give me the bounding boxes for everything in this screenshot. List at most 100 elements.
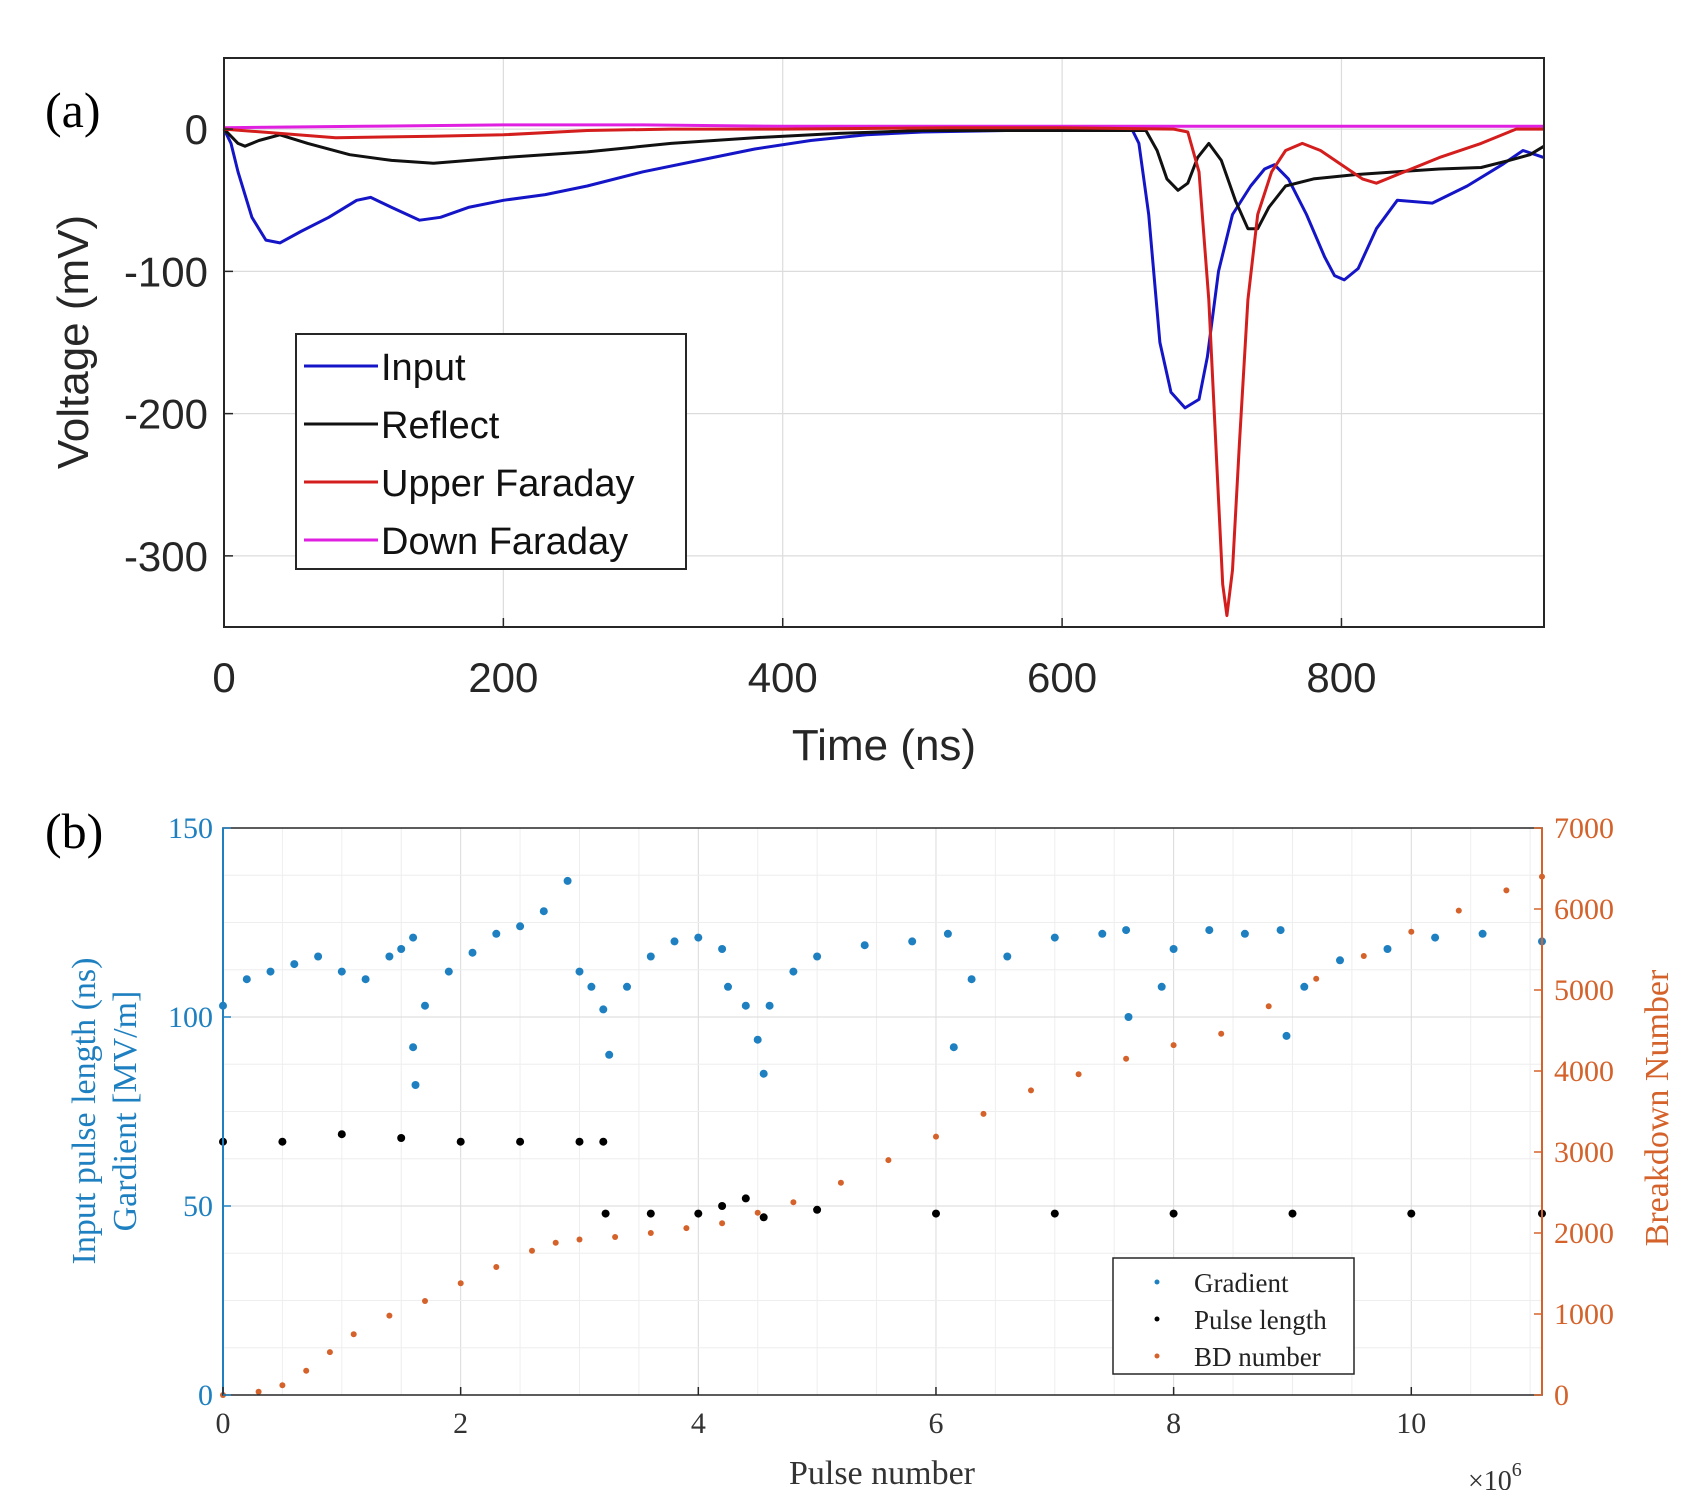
panel-a: (a) 0 200 400 600 800 0 -100 -200 -300 Time (ns)… <box>45 57 1545 770</box>
point-gradient <box>1098 929 1107 938</box>
x-tick-label: 6 <box>928 1407 943 1440</box>
x-tick-label: 2 <box>453 1407 468 1440</box>
panel-b-legend-box <box>1112 1257 1355 1375</box>
point-gradient <box>1336 956 1344 965</box>
point-bd-number <box>1170 1042 1177 1049</box>
point-gradient <box>813 952 822 961</box>
point-gradient <box>409 933 418 942</box>
x-tick-label: 8 <box>1166 1407 1181 1440</box>
point-gradient <box>860 941 869 950</box>
point-gradient <box>694 933 703 942</box>
point-pulse-length <box>718 1202 727 1210</box>
point-pulse-length <box>601 1209 610 1218</box>
point-pulse-length <box>278 1137 287 1146</box>
point-pulse-length <box>599 1137 608 1146</box>
panel-a-legend: Input Reflect Upper Faraday Down Faraday <box>295 333 687 570</box>
point-gradient <box>266 967 275 976</box>
point-gradient <box>444 967 453 976</box>
point-pulse-length <box>741 1194 750 1203</box>
legend-label-down-faraday: Down Faraday <box>381 521 628 563</box>
point-pulse-length <box>646 1209 655 1218</box>
x-tick-label: 0 <box>216 1407 231 1440</box>
legend-marker-gradient <box>1154 1279 1160 1285</box>
panel-b-xlabel: Pulse number <box>789 1455 976 1490</box>
point-gradient <box>411 1081 420 1089</box>
point-bd-number <box>1408 928 1415 935</box>
point-bd-number <box>1028 1087 1034 1094</box>
point-gradient <box>1050 933 1059 942</box>
point-bd-number <box>1503 887 1510 894</box>
y-right-tick-label: 6000 <box>1554 893 1614 926</box>
point-gradient <box>605 1050 614 1059</box>
point-gradient <box>539 907 548 916</box>
point-gradient <box>718 945 727 953</box>
point-bd-number <box>683 1225 690 1232</box>
point-gradient <box>753 1035 762 1044</box>
x-tick-label: 200 <box>468 654 538 701</box>
point-gradient <box>623 982 631 991</box>
y-tick-label: -200 <box>124 391 208 438</box>
point-gradient <box>397 945 406 953</box>
point-gradient <box>1282 1031 1291 1040</box>
panel-a-ylabel: Voltage (mV) <box>49 215 98 469</box>
point-gradient <box>908 937 917 946</box>
panel-a-legend-box <box>295 333 687 570</box>
point-bd-number <box>1123 1055 1130 1062</box>
point-pulse-length <box>1050 1209 1059 1218</box>
point-bd-number <box>1313 975 1320 982</box>
panel-b-x-exponent: ×106 <box>1468 1459 1522 1490</box>
panel-a-xlabel: Time (ns) <box>792 721 976 770</box>
point-gradient <box>1003 952 1012 961</box>
point-gradient <box>943 929 952 938</box>
panel-a-lines <box>222 123 1545 618</box>
point-gradient <box>314 952 323 961</box>
point-gradient <box>765 1001 774 1010</box>
point-gradient <box>599 1005 608 1014</box>
point-gradient <box>670 937 679 946</box>
panel-a-axes-box <box>223 57 1545 628</box>
point-bd-number <box>719 1220 726 1227</box>
x-tick-label: 400 <box>748 654 818 701</box>
point-bd-number <box>754 1209 761 1216</box>
point-bd-number <box>576 1236 583 1243</box>
point-gradient <box>242 975 251 984</box>
point-pulse-length <box>337 1130 346 1139</box>
point-gradient <box>516 922 525 931</box>
point-gradient <box>421 1001 429 1010</box>
x-tick-label: 4 <box>691 1407 706 1440</box>
point-bd-number <box>1360 953 1367 959</box>
legend-label-gradient: Gradient <box>1194 1268 1289 1298</box>
y-right-tick-label: 7000 <box>1554 812 1614 845</box>
point-bd-number <box>980 1110 987 1117</box>
panel-a-label: (a) <box>45 82 101 138</box>
legend-label-upper-faraday: Upper Faraday <box>381 463 634 505</box>
point-bd-number <box>1265 1003 1272 1010</box>
point-gradient <box>789 967 798 976</box>
point-bd-number <box>529 1247 535 1254</box>
x-tick-label: 800 <box>1306 654 1376 701</box>
point-gradient <box>1169 945 1178 953</box>
point-gradient <box>361 975 370 984</box>
point-bd-number <box>933 1133 939 1140</box>
x-tick-label: 600 <box>1027 654 1097 701</box>
legend-label-reflect: Reflect <box>381 405 500 447</box>
point-gradient <box>563 876 572 885</box>
point-pulse-length <box>456 1137 465 1146</box>
point-gradient <box>1383 945 1392 953</box>
point-gradient <box>385 952 394 961</box>
point-gradient <box>759 1069 768 1078</box>
point-gradient <box>1478 929 1487 938</box>
point-bd-number <box>1075 1071 1082 1078</box>
y-left-tick-label: 150 <box>168 812 213 845</box>
point-gradient <box>290 960 299 969</box>
point-gradient <box>1122 926 1131 935</box>
y-tick-label: -100 <box>124 248 208 295</box>
y-right-tick-label: 4000 <box>1554 1055 1614 1088</box>
point-gradient <box>1124 1013 1133 1021</box>
point-gradient <box>967 975 976 984</box>
point-pulse-length <box>813 1205 822 1214</box>
panel-b: (b) 0 2 4 6 8 1005010015001000200030004000500… <box>45 803 1676 1490</box>
point-pulse-length <box>397 1134 406 1142</box>
point-gradient <box>1205 926 1214 935</box>
